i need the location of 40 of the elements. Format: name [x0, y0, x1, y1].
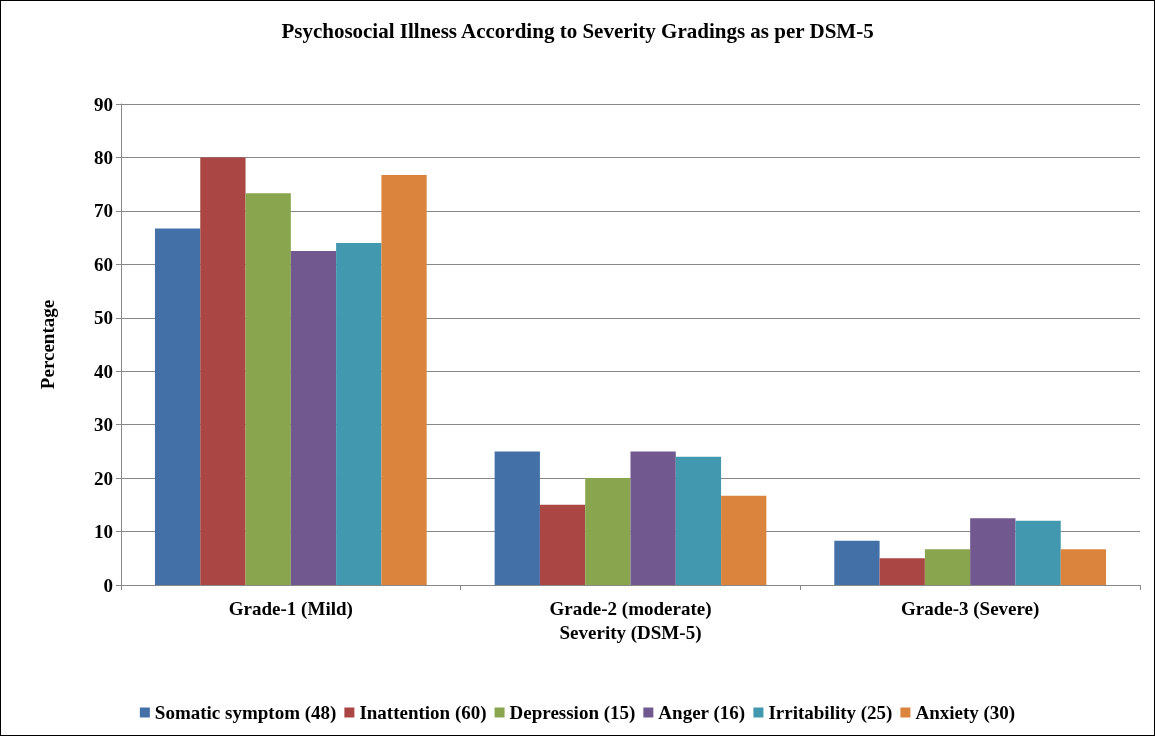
bar [970, 518, 1016, 585]
x-tick-label: Grade-2 (moderate) [549, 598, 712, 620]
legend-label: Anger (16) [658, 702, 746, 724]
bar [675, 456, 722, 585]
bar [630, 451, 676, 585]
bar [879, 558, 925, 585]
y-tick-label: 10 [94, 521, 113, 543]
bar [1015, 520, 1061, 585]
y-tick-label: 20 [94, 467, 113, 489]
bar [539, 504, 586, 585]
bar [336, 242, 382, 585]
legend-label: Depression (15) [509, 702, 636, 724]
y-tick-label: 60 [94, 253, 113, 275]
y-tick-label: 50 [94, 307, 113, 329]
y-tick-label: 40 [94, 360, 113, 382]
x-axis-title: Severity (DSM-5) [559, 622, 702, 644]
bar [245, 193, 291, 585]
y-tick-label: 70 [94, 200, 113, 222]
bar [924, 549, 971, 585]
legend-label: Somatic symptom (48) [154, 702, 337, 724]
bar [721, 495, 767, 585]
chart-title: Psychosocial Illness According to Severity Gradings as per DSM-5 [281, 18, 874, 43]
y-axis-title: Percentage [37, 299, 58, 390]
legend-label: Inattention (60) [359, 702, 487, 724]
legend-label: Anxiety (30) [915, 702, 1016, 724]
bar [585, 478, 631, 585]
y-tick-label: 0 [103, 574, 113, 596]
bar [154, 228, 201, 585]
bar [494, 451, 540, 585]
legend-label: Irritability (25) [768, 702, 893, 724]
y-tick-label: 30 [94, 414, 113, 436]
x-tick-label: Grade-1 (Mild) [228, 598, 353, 620]
x-tick-label: Grade-3 (Severe) [900, 598, 1040, 620]
bar [834, 540, 880, 585]
bar [290, 250, 337, 585]
bar [1060, 549, 1107, 585]
y-tick-label: 90 [94, 93, 113, 115]
bar [200, 157, 246, 585]
bar [381, 175, 427, 585]
y-tick-label: 80 [94, 146, 113, 168]
